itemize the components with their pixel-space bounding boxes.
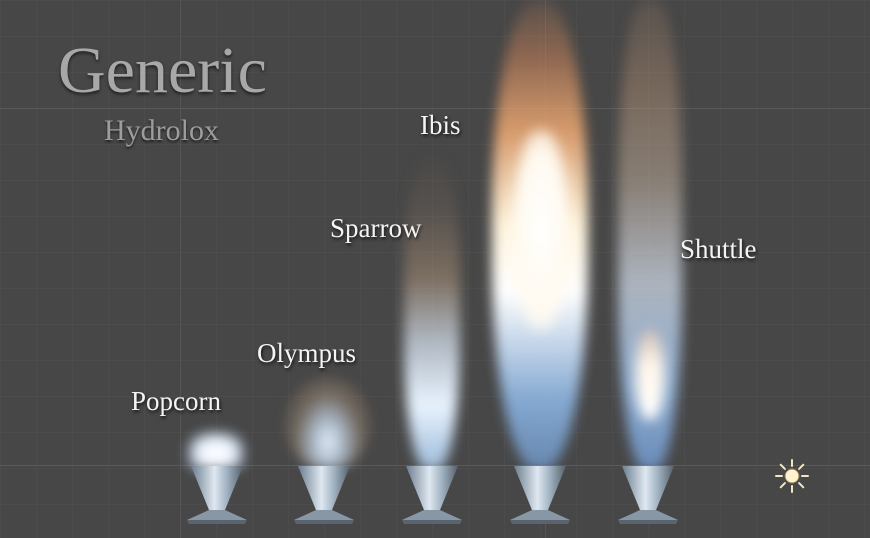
engine-label-olympus: Olympus [257,338,357,368]
plume-ibis-core [512,130,570,330]
nozzle-sparrow [402,466,462,524]
engine-label-shuttle: Shuttle [680,234,757,264]
page-title: Generic [58,34,267,107]
plume-shuttle-core [636,330,664,420]
plume-popcorn [188,432,244,470]
grid-line [180,0,181,538]
plume-olympus [286,378,370,470]
nozzle-shuttle [618,466,678,524]
grid-line [0,108,870,109]
engine-label-popcorn: Popcorn [131,386,221,416]
sun-icon[interactable] [774,458,810,494]
page-subtitle: Hydrolox [104,114,219,147]
engine-label-ibis: Ibis [420,110,461,140]
nozzle-popcorn [187,466,247,524]
engine-label-sparrow: Sparrow [330,213,422,243]
plume-sparrow [404,150,460,470]
nozzle-olympus [294,466,354,524]
nozzle-ibis [510,466,570,524]
